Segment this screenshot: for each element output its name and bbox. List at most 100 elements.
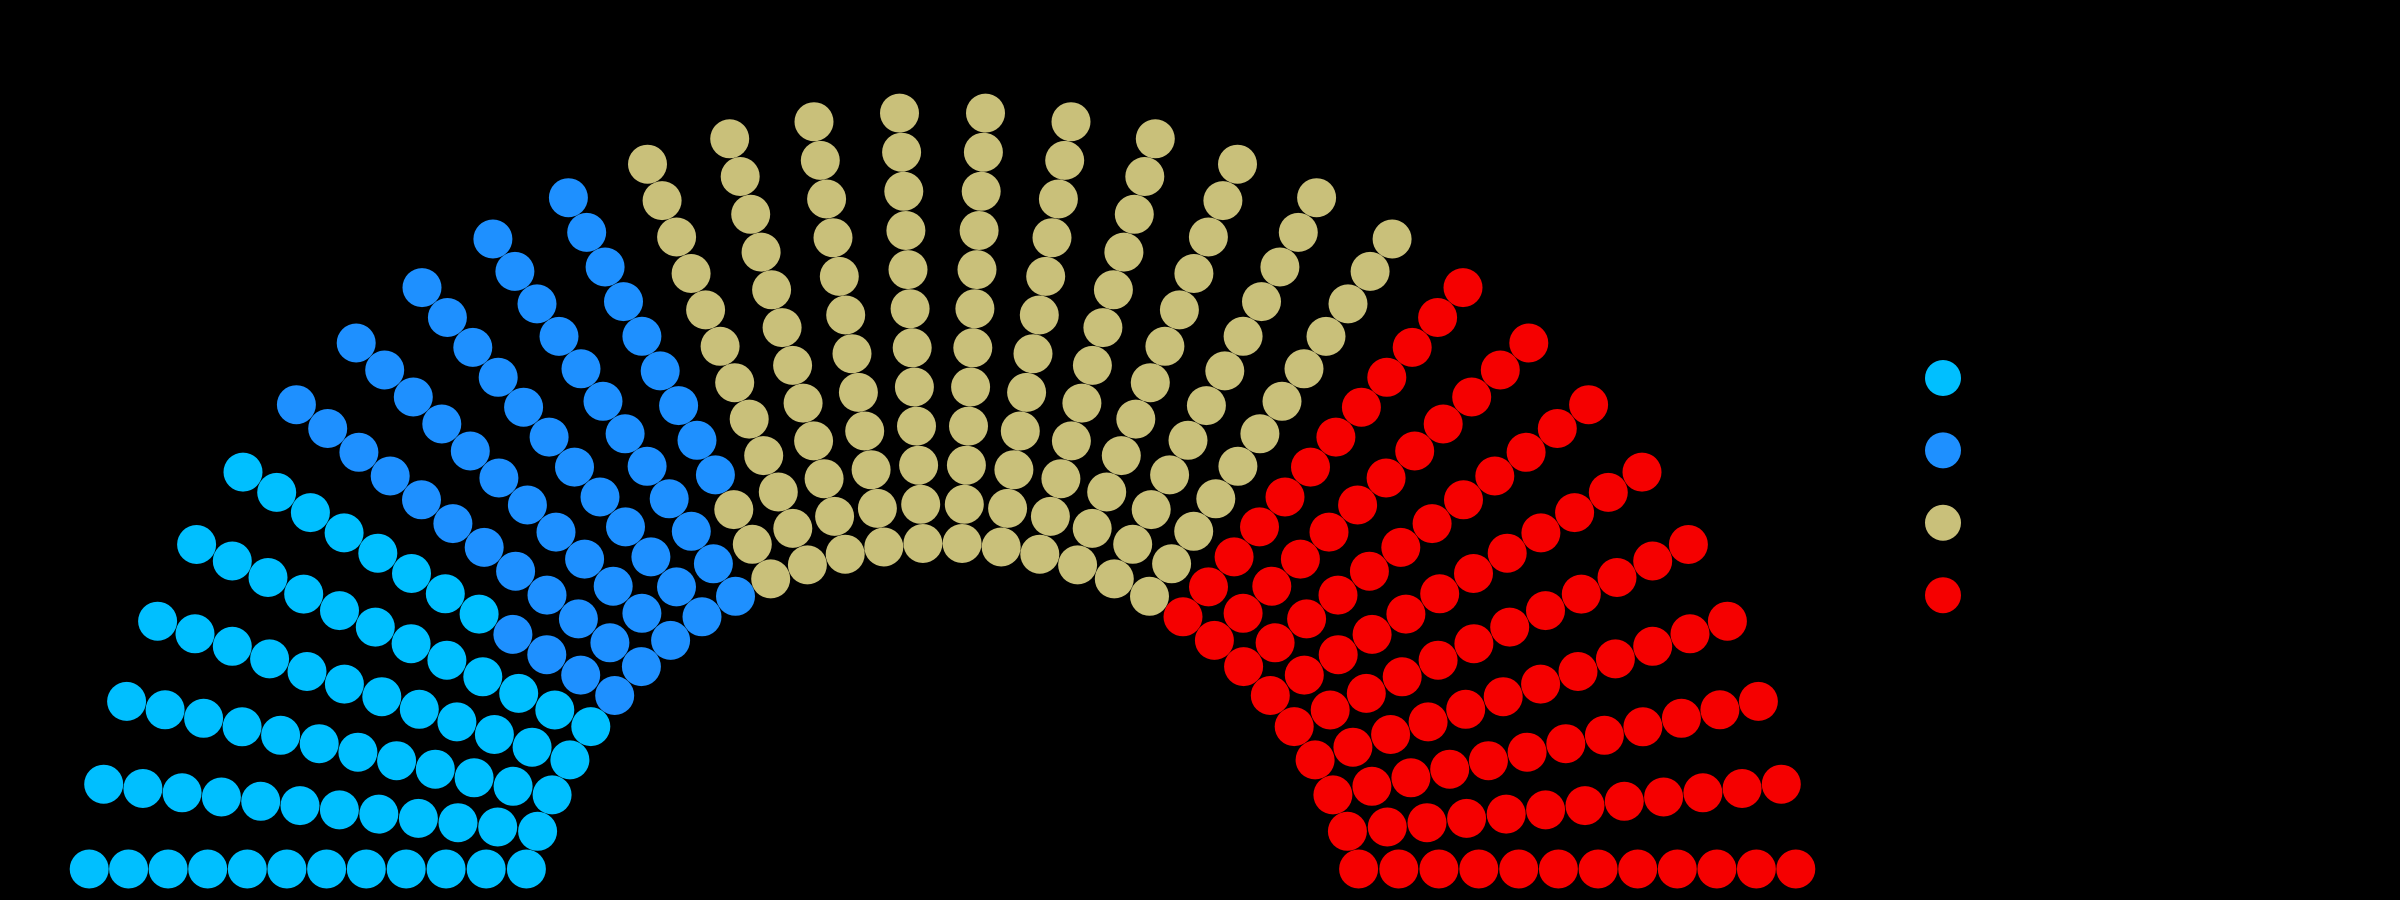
seat-dot [773,508,813,548]
seat-dot [1038,179,1078,219]
seat-dot [1045,140,1085,180]
seat-dot [1420,574,1460,614]
seat-dot [474,715,514,754]
seat-dot [720,157,760,196]
seat-dot [942,524,982,563]
seat-dot [227,849,267,889]
seat-dot [438,803,478,843]
seat-dot [1352,766,1392,806]
seat-dot [1633,626,1673,666]
seat-dot [1313,775,1353,815]
seat-dot [845,411,885,451]
seat-dot [1240,414,1280,454]
seat-dot [715,363,755,403]
seat-dot [336,323,376,363]
seat-dot [1507,732,1547,772]
seat-dot [1538,849,1578,889]
seat-dot [961,171,1001,211]
seat-dot [631,537,671,577]
seat-dot [493,614,533,654]
seat-dot [951,367,991,407]
seat-dot [1597,558,1637,597]
seat-dot [377,741,417,781]
seat-dot [1196,479,1236,519]
seat-dot [1306,316,1346,356]
seat-dot [402,268,442,308]
seat-dot [880,93,919,133]
seat-dot [1252,566,1292,606]
seat-dot [148,849,188,889]
seat-dot [1452,377,1492,417]
seat-dot [1776,849,1816,889]
seat-dot [1280,539,1320,579]
seat-dot [1633,541,1673,581]
seat-dot [464,527,504,567]
seat-dot [1604,781,1644,821]
seat-dot [175,614,215,654]
seat-dot [804,459,844,499]
seat-dot [1391,758,1431,798]
seat-dot [1521,664,1561,704]
seat-dot [450,431,490,471]
seat-dot [729,399,769,439]
seat-dot [832,334,872,374]
seat-dot [299,724,339,764]
seat-dot [1145,326,1185,366]
seat-dot [622,316,662,356]
seat-dot [1350,251,1390,291]
seat-dot [1446,689,1486,729]
seat-dot [621,647,661,687]
seat-dot [402,480,441,520]
seat-dot [1278,212,1318,252]
seat-dot [527,635,567,675]
seat-dot [657,567,696,607]
seat-dot [1284,349,1324,389]
seat-dot [1367,357,1407,397]
seat-dot [897,406,936,446]
seat-dot [888,250,928,290]
seat-dot [1262,381,1302,421]
seat-dot [731,194,771,234]
seat-dot [1131,490,1171,530]
seat-dot [496,551,536,591]
seat-dot [628,144,667,184]
seat-dot [1443,268,1483,308]
seat-dot [981,527,1021,567]
seat-dot [1546,724,1586,764]
seat-dot [355,607,395,647]
seat-dot [324,513,364,553]
seat-dot [783,383,823,423]
seat-dot [944,484,984,524]
seat-dot [359,794,399,834]
seat-dot [422,404,462,444]
seats-layer [69,93,1816,889]
seat-dot [1062,383,1102,423]
seat-dot [558,599,598,639]
seat-dot [517,284,557,324]
seat-dot [892,328,932,368]
seat-dot [642,181,682,221]
seat-dot [392,554,431,593]
seat-dot [548,178,588,218]
seat-dot [1265,477,1305,517]
seat-dot [1051,102,1091,142]
seat-dot [1700,690,1740,730]
seat-dot [1584,715,1624,755]
seat-dot [957,250,997,290]
seat-dot [1418,298,1458,337]
seat-dot [1030,496,1070,536]
seat-dot [459,594,499,634]
seat-dot [1558,652,1598,691]
seat-dot [107,681,147,721]
seat-dot [1707,601,1747,641]
seat-dot [1174,511,1214,551]
seat-dot [1468,741,1508,781]
seat-dot [716,576,755,616]
seat-dot [1521,513,1561,553]
seat-dot [550,740,590,780]
seat-dot [1297,178,1337,218]
seat-dot [1381,527,1421,567]
seat-dot [1000,411,1040,451]
seat-dot [606,507,645,547]
